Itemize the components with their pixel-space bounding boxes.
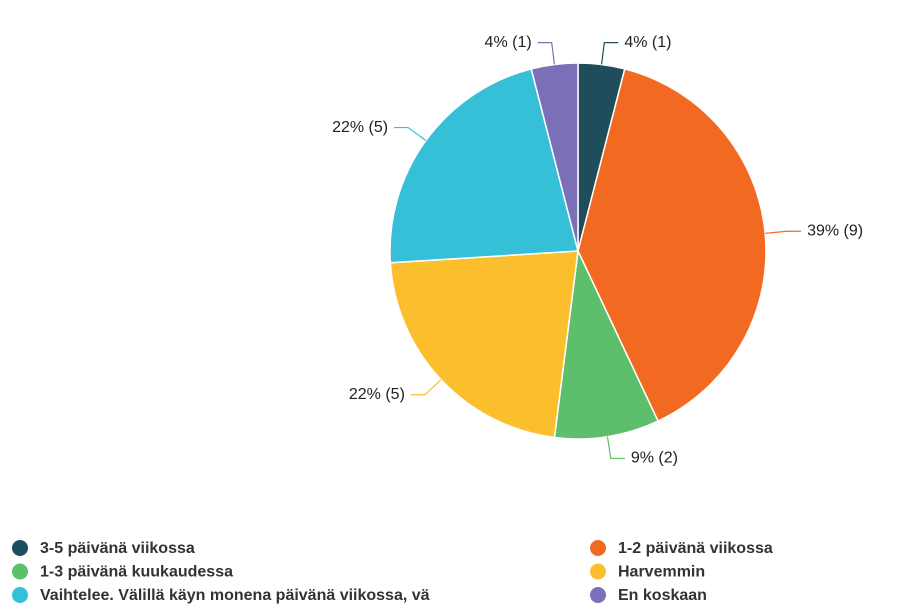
slice-label: 9% (2) <box>631 450 678 467</box>
slice-labels: 4% (1) 39% (9) 9% (2) 22% (5) 22% (5) 4% (1) <box>332 34 863 467</box>
leader-line <box>600 42 619 65</box>
legend-label: 3-5 päivänä viikossa <box>40 540 195 557</box>
pie-slice <box>530 62 579 252</box>
pie <box>389 62 767 440</box>
legend-label: Vaihtelee. Välillä käyn monena päivänä v… <box>40 587 430 604</box>
legend-marker <box>590 587 606 603</box>
legend-marker <box>590 563 606 580</box>
leader-line <box>394 126 427 141</box>
legend-marker <box>12 563 28 580</box>
legend-label: Harvemmin <box>618 564 705 581</box>
legend-marker <box>590 540 606 556</box>
slice-label: 4% (1) <box>485 34 532 51</box>
legend-label: En koskaan <box>618 587 707 604</box>
pie-slice <box>389 250 579 439</box>
legend: 3-5 päivänä viikossa 1-2 päivänä viikossa… <box>12 540 773 604</box>
legend-marker <box>12 540 28 556</box>
slice-label: 22% (5) <box>349 386 405 403</box>
legend-label: 1-2 päivänä viikossa <box>618 540 773 557</box>
legend-marker <box>12 587 28 603</box>
slice-label: 4% (1) <box>624 34 671 51</box>
leader-line <box>410 379 442 396</box>
pie-slice <box>389 67 579 264</box>
pie-slice <box>577 67 767 423</box>
slice-label: 39% (9) <box>807 222 863 239</box>
leader-line <box>537 42 556 65</box>
legend-label: 1-3 päivänä kuukaudessa <box>40 564 233 581</box>
leader-line <box>765 230 802 234</box>
leader-line <box>606 436 625 460</box>
slice-label: 22% (5) <box>332 119 388 136</box>
